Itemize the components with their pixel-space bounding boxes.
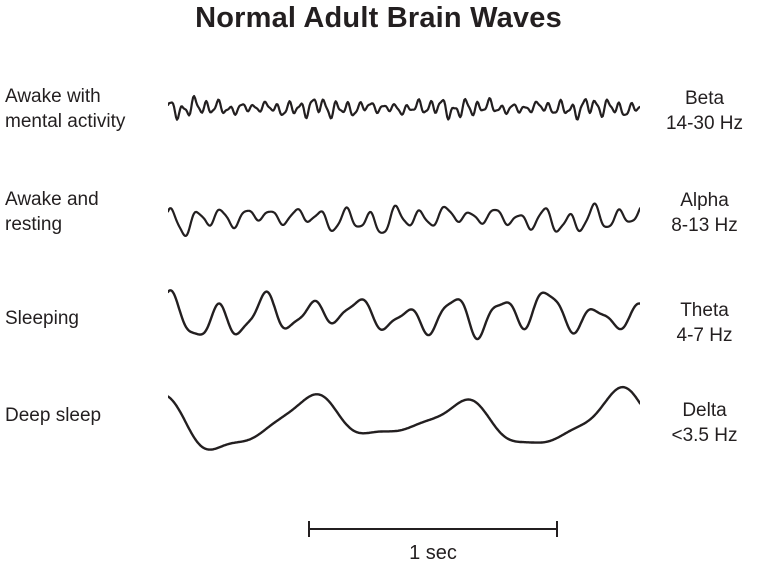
wave-type-label-alpha: Alpha 8-13 Hz <box>652 188 757 238</box>
wave-type-label-theta: Theta 4-7 Hz <box>652 298 757 348</box>
condition-label-theta: Sleeping <box>5 306 165 331</box>
time-scale-bar <box>308 521 558 537</box>
wave-frequency: 8-13 Hz <box>671 215 738 236</box>
wave-frequency: 4-7 Hz <box>676 325 733 346</box>
wave-frequency: <3.5 Hz <box>671 425 738 446</box>
condition-label-delta: Deep sleep <box>5 403 165 428</box>
condition-label-line: Sleeping <box>5 308 79 329</box>
condition-label-alpha: Awake and resting <box>5 187 165 237</box>
wave-type-label-beta: Beta 14-30 Hz <box>652 86 757 136</box>
theta-wave-trace <box>168 289 640 341</box>
alpha-wave-trace <box>168 202 640 238</box>
wave-name: Theta <box>680 300 729 321</box>
scale-bar-label: 1 sec <box>409 542 457 564</box>
wave-frequency: 14-30 Hz <box>665 113 744 134</box>
condition-label-line: Deep sleep <box>5 405 102 426</box>
condition-label-line: resting <box>5 214 63 235</box>
condition-label-line: Awake with <box>5 86 101 107</box>
delta-wave-trace <box>168 385 640 451</box>
condition-label-beta: Awake with mental activity <box>5 84 165 134</box>
wave-type-label-delta: Delta <3.5 Hz <box>652 398 757 448</box>
wave-name: Beta <box>684 88 725 109</box>
condition-label-line: mental activity <box>5 111 126 132</box>
wave-name: Alpha <box>680 190 729 211</box>
page-title: Normal Adult Brain Waves <box>195 2 562 34</box>
condition-label-line: Awake and <box>5 189 99 210</box>
beta-wave-trace <box>168 95 640 121</box>
wave-name: Delta <box>682 400 727 421</box>
